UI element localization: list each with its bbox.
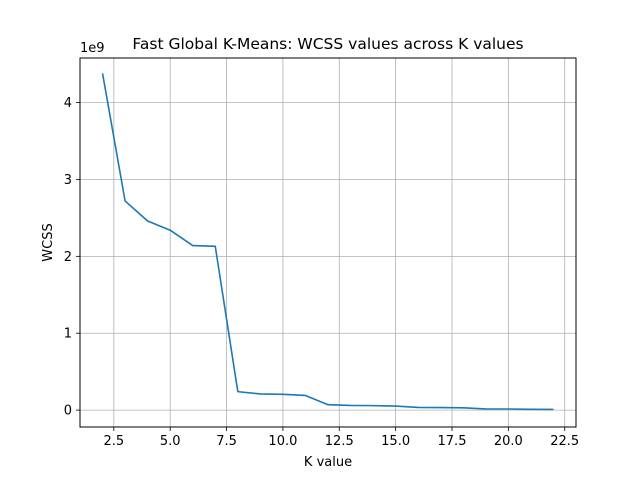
- y-axis-ticks: 0 1 2 3 4: [64, 96, 80, 419]
- y-tick-label: 4: [64, 96, 72, 111]
- x-tick-label: 5.0: [160, 434, 181, 449]
- x-tick-label: 10.0: [268, 434, 297, 449]
- series-lines: [101, 73, 554, 411]
- grid: [80, 58, 576, 427]
- y-tick-label: 0: [64, 404, 72, 419]
- x-tick-label: 17.5: [438, 434, 467, 449]
- y-axis-label: WCSS: [41, 223, 56, 261]
- x-tick-label: 7.5: [216, 434, 237, 449]
- y-tick-label: 2: [64, 250, 72, 265]
- x-tick-label: 12.5: [325, 434, 354, 449]
- y-axis-scale-label: 1e9: [80, 41, 105, 56]
- x-axis-ticks: 2.5 5.0 7.5 10.0 12.5 15.0 17.5 20.0 22.5: [103, 427, 579, 449]
- y-tick-label: 3: [64, 173, 72, 188]
- y-tick-label: 1: [64, 327, 72, 342]
- x-axis-label: K value: [304, 455, 352, 470]
- x-tick-label: 20.0: [494, 434, 523, 449]
- x-tick-label: 15.0: [381, 434, 410, 449]
- chart-title: Fast Global K-Means: WCSS values across …: [132, 35, 523, 53]
- x-tick-label: 2.5: [103, 434, 124, 449]
- series-line: [101, 73, 554, 411]
- axes-frame: [79, 57, 577, 428]
- x-tick-label: 22.5: [550, 434, 579, 449]
